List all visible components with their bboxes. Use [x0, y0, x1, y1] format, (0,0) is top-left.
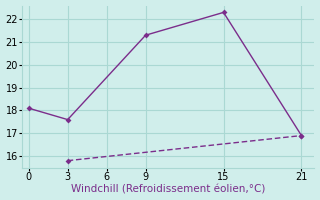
X-axis label: Windchill (Refroidissement éolien,°C): Windchill (Refroidissement éolien,°C)	[71, 184, 266, 194]
